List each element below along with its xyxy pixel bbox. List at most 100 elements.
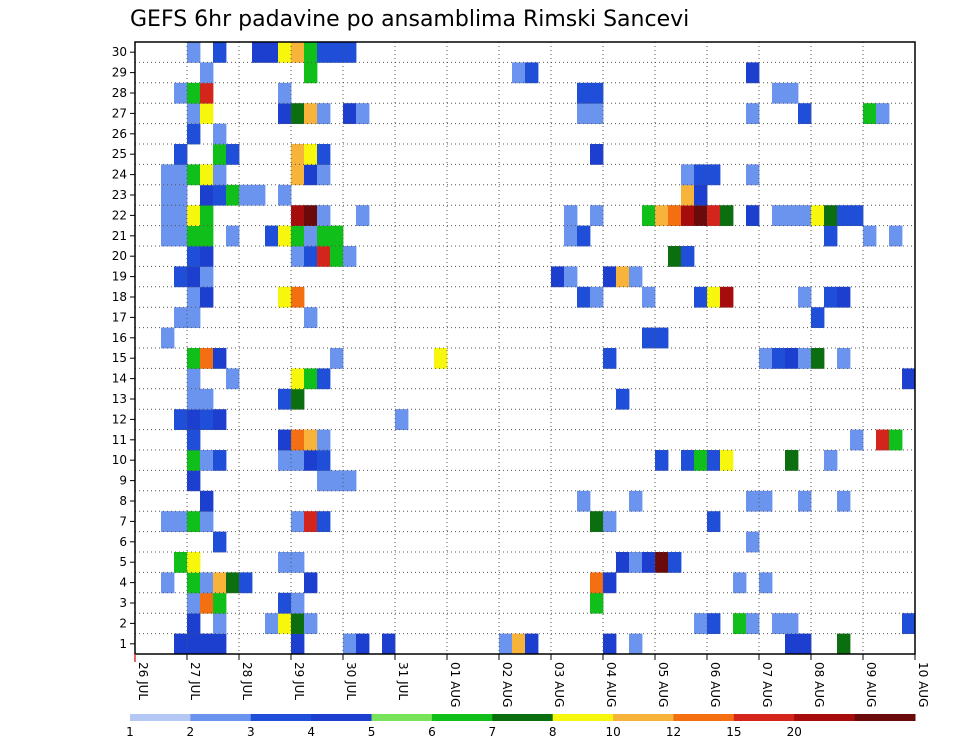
heatmap-cell (707, 164, 721, 186)
legend-level-label: 2 (187, 725, 195, 739)
heatmap-cell (733, 613, 747, 634)
heatmap-cell (512, 62, 526, 84)
heatmap-cell (746, 164, 760, 186)
heatmap-cell (304, 144, 318, 165)
x-tick-label: 08 AUG (812, 662, 826, 707)
heatmap-cell (837, 205, 851, 226)
heatmap-cell (174, 552, 188, 573)
heatmap-cell (642, 205, 656, 226)
y-tick-label: 10 (112, 453, 127, 467)
heatmap-cell (720, 450, 734, 471)
heatmap-cell (317, 164, 331, 186)
y-tick-label: 30 (112, 45, 127, 59)
legend-level-label: 20 (787, 725, 802, 739)
heatmap-cell (837, 490, 851, 512)
legend-color-box (130, 714, 191, 721)
heatmap-cell (655, 205, 669, 226)
heatmap-cell (837, 286, 851, 308)
heatmap-cell (317, 511, 331, 532)
heatmap-cell (187, 572, 201, 594)
heatmap-cell (863, 103, 877, 124)
heatmap-cell (200, 348, 214, 369)
legend-level-label: 5 (368, 725, 376, 739)
heatmap-cell (187, 388, 201, 410)
heatmap-cell (200, 409, 214, 430)
heatmap-cell (291, 144, 305, 165)
y-tick-label: 15 (112, 351, 127, 365)
heatmap-cell (291, 511, 305, 532)
heatmap-cell (278, 103, 292, 124)
heatmap-cell (200, 450, 214, 471)
heatmap-cell (681, 164, 695, 186)
heatmap-cell (590, 286, 604, 308)
heatmap-cell (200, 490, 214, 512)
heatmap-cell (824, 286, 838, 308)
heatmap-cell (291, 592, 305, 614)
heatmap-cell (187, 368, 201, 390)
heatmap-cell (278, 552, 292, 573)
legend-level-label: 7 (488, 725, 496, 739)
heatmap-cell (291, 225, 305, 247)
heatmap-cell (278, 82, 292, 104)
color-legend: 1 2 3 4 5 6 7 8 10 12 15 20 (126, 714, 916, 739)
heatmap-cell (551, 266, 565, 288)
heatmap-cell (174, 409, 188, 430)
heatmap-cell (902, 613, 916, 634)
heatmap-cell (681, 205, 695, 226)
heatmap-cell (187, 348, 201, 369)
heatmap-cell (317, 246, 331, 267)
heatmap-cell (642, 327, 656, 349)
heatmap-cell (603, 633, 617, 655)
heatmap-cell (356, 103, 370, 124)
heatmap-cell (798, 490, 812, 512)
heatmap-cell (785, 348, 799, 369)
heatmap-cell (213, 409, 227, 430)
heatmap-cell (343, 42, 357, 63)
legend-color-box (552, 714, 614, 721)
heatmap-cell (187, 205, 201, 226)
heatmap-cell (161, 164, 175, 186)
heatmap-cell (187, 266, 201, 288)
legend-level-label: 10 (605, 725, 620, 739)
heatmap-cell (317, 144, 331, 165)
heatmap-cell (590, 82, 604, 104)
heatmap-cell (291, 164, 305, 186)
heatmap-cell (213, 123, 227, 145)
heatmap-cell (278, 592, 292, 614)
heatmap-cells (161, 42, 916, 655)
heatmap-cell (174, 205, 188, 226)
heatmap-cell (577, 286, 591, 308)
heatmap-cell (629, 552, 643, 573)
heatmap-cell (668, 552, 682, 573)
heatmap-cell (590, 205, 604, 226)
heatmap-cell (304, 246, 318, 267)
heatmap-cell (304, 164, 318, 186)
heatmap-cell (174, 184, 188, 206)
x-tick-label: 02 AUG (500, 662, 514, 707)
y-tick-label: 6 (119, 535, 127, 549)
heatmap-cell (187, 103, 201, 124)
heatmap-cell (746, 103, 760, 124)
heatmap-cell (200, 103, 214, 124)
heatmap-cell (213, 633, 227, 655)
y-axis-ticks: 1234567891011121314151617181920212223242… (112, 45, 135, 651)
heatmap-cell (226, 572, 240, 594)
heatmap-cell (187, 225, 201, 247)
heatmap-cell (200, 266, 214, 288)
heatmap-cell (694, 164, 708, 186)
heatmap-cell (759, 490, 773, 512)
heatmap-cell (798, 286, 812, 308)
legend-color-box (371, 714, 433, 721)
heatmap-cell (824, 450, 838, 471)
heatmap-cell (902, 368, 916, 390)
heatmap-cell (161, 511, 175, 532)
heatmap-cell (213, 348, 227, 369)
heatmap-cell (200, 511, 214, 532)
heatmap-cell (616, 552, 630, 573)
x-tick-label: 04 AUG (604, 662, 618, 707)
x-tick-label: 30 JUL (344, 662, 358, 700)
heatmap-cell (694, 613, 708, 634)
heatmap-cell (590, 592, 604, 614)
heatmap-cell (629, 266, 643, 288)
heatmap-cell (681, 184, 695, 206)
